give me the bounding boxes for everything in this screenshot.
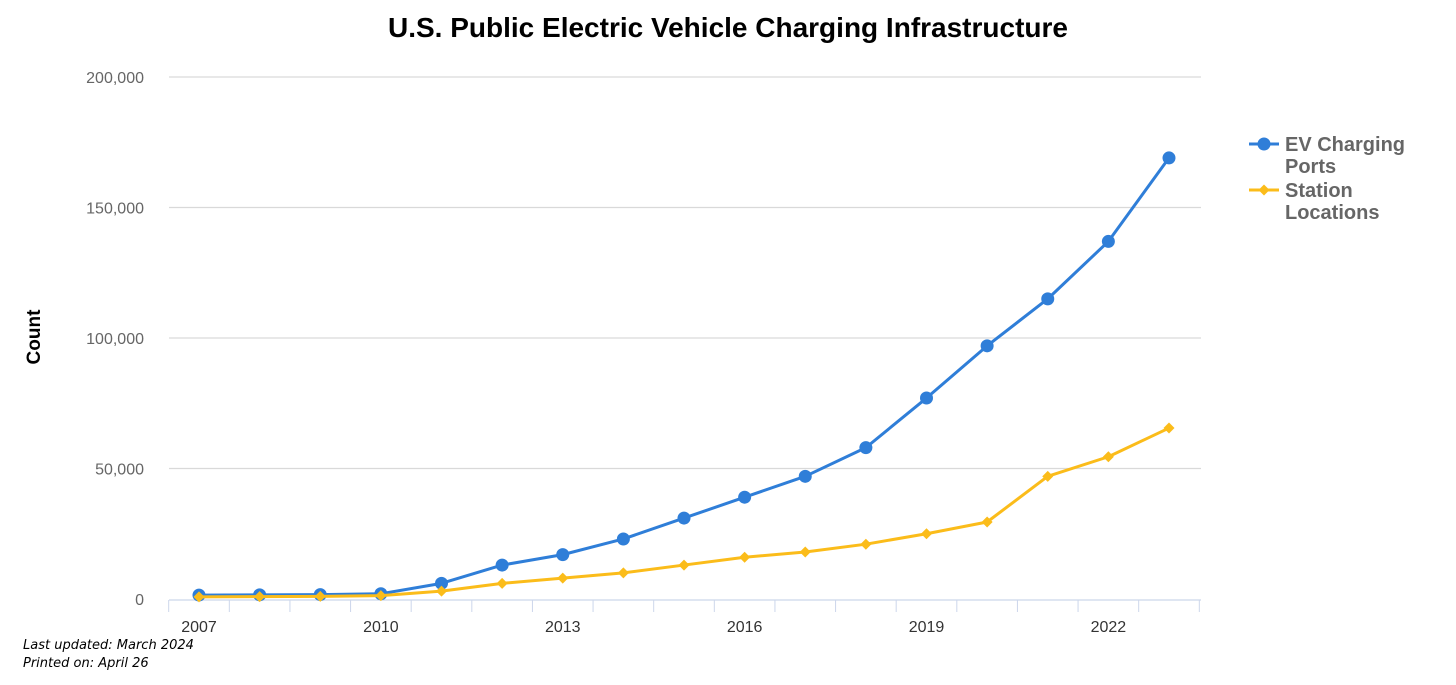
legend-marker-circle-icon bbox=[1257, 137, 1271, 151]
data-point[interactable] bbox=[375, 590, 387, 602]
data-point[interactable] bbox=[920, 391, 933, 405]
x-tick-label: 2010 bbox=[363, 619, 399, 636]
y-axis-label: Count bbox=[24, 309, 45, 365]
data-point[interactable] bbox=[557, 572, 569, 584]
data-point[interactable] bbox=[556, 548, 570, 562]
data-point[interactable] bbox=[980, 339, 994, 353]
data-point[interactable] bbox=[1101, 234, 1115, 248]
data-point[interactable] bbox=[738, 490, 752, 504]
data-point[interactable] bbox=[254, 591, 266, 603]
x-tick-label: 2007 bbox=[181, 619, 217, 636]
series-ev-charging-ports bbox=[192, 151, 1176, 602]
legend-label: Ports bbox=[1285, 156, 1336, 178]
legend-label: Station bbox=[1285, 180, 1353, 202]
last-updated-note: Last updated: March 2024 bbox=[23, 638, 194, 653]
printed-on-note: Printed on: April 26 bbox=[23, 656, 149, 671]
gridlines: 0 50,000 100,000 150,000 200,000 bbox=[86, 70, 1201, 609]
data-point[interactable] bbox=[739, 551, 751, 563]
data-point[interactable] bbox=[921, 528, 932, 540]
data-point[interactable] bbox=[1162, 151, 1176, 165]
data-point[interactable] bbox=[1102, 451, 1114, 463]
legend-label: Locations bbox=[1285, 202, 1379, 224]
series-layer bbox=[192, 151, 1176, 603]
data-point[interactable] bbox=[495, 558, 509, 572]
data-point[interactable] bbox=[1042, 470, 1054, 482]
y-tick-label: 0 bbox=[135, 592, 144, 609]
data-point[interactable] bbox=[677, 511, 691, 525]
data-point[interactable] bbox=[435, 576, 448, 590]
data-point[interactable] bbox=[678, 559, 690, 571]
data-point[interactable] bbox=[799, 546, 811, 558]
data-point[interactable] bbox=[193, 591, 205, 603]
y-tick-label: 100,000 bbox=[86, 331, 144, 348]
data-point[interactable] bbox=[859, 441, 873, 455]
data-point[interactable] bbox=[436, 585, 447, 597]
legend-marker-diamond-icon bbox=[1258, 184, 1270, 196]
legend-label: EV Charging bbox=[1285, 134, 1405, 156]
x-tick-label: 2022 bbox=[1091, 619, 1127, 636]
data-point[interactable] bbox=[798, 469, 812, 483]
data-point[interactable] bbox=[1163, 422, 1175, 434]
x-tick-label: 2019 bbox=[909, 619, 945, 636]
data-point[interactable] bbox=[860, 538, 872, 550]
y-tick-label: 200,000 bbox=[86, 70, 144, 87]
data-point[interactable] bbox=[496, 577, 508, 589]
data-point[interactable] bbox=[1041, 292, 1055, 306]
data-point[interactable] bbox=[616, 532, 630, 546]
chart-title: U.S. Public Electric Vehicle Charging In… bbox=[388, 12, 1068, 43]
series-line bbox=[197, 156, 1171, 597]
x-tick-label: 2013 bbox=[545, 619, 581, 636]
x-axis: 2007 2010 2013 2016 2019 2022 bbox=[168, 599, 1201, 636]
data-point[interactable] bbox=[981, 516, 993, 528]
series-station-locations bbox=[193, 422, 1175, 603]
y-tick-label: 50,000 bbox=[95, 462, 144, 479]
data-point[interactable] bbox=[314, 590, 326, 602]
data-point[interactable] bbox=[617, 567, 629, 579]
x-tick-label: 2016 bbox=[727, 619, 763, 636]
y-tick-label: 150,000 bbox=[86, 201, 144, 218]
